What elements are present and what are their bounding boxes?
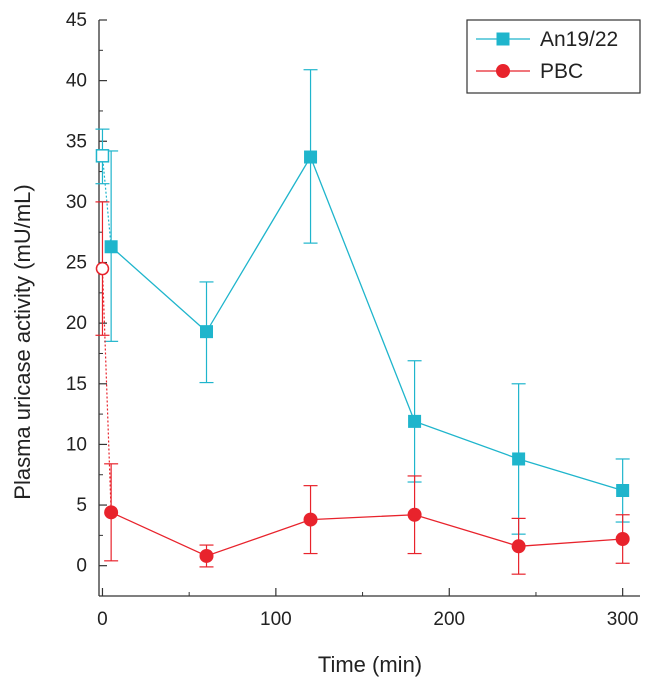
x-tick-label: 300	[607, 609, 639, 630]
data-point	[511, 539, 526, 554]
y-axis-title: Plasma uricase activity (mU/mL)	[10, 184, 35, 499]
legend-marker	[496, 32, 510, 46]
data-point	[408, 414, 422, 428]
legend-label: An19/22	[540, 28, 618, 51]
data-point	[200, 325, 214, 339]
legend-box	[466, 19, 641, 94]
series-0	[95, 69, 630, 535]
data-point	[407, 507, 422, 522]
data-point	[104, 240, 118, 254]
data-point	[615, 532, 630, 547]
initial-connector	[101, 268, 112, 513]
y-tick-label: 15	[66, 374, 87, 395]
x-tick-label: 200	[433, 609, 465, 630]
series-1	[95, 201, 630, 575]
y-tick-label: 10	[66, 434, 87, 455]
initial-connector	[101, 155, 112, 247]
y-tick-label: 5	[76, 495, 87, 516]
data-point	[512, 452, 526, 466]
legend-marker	[496, 64, 510, 78]
initial-point	[95, 149, 110, 163]
axes: 0 5 10 15 20 25 30 35 40 45 0 100 200 300	[66, 10, 640, 630]
y-tick-label: 20	[66, 313, 87, 334]
x-tick-label: 100	[260, 609, 292, 630]
data-point	[199, 548, 214, 563]
data-point	[304, 150, 318, 164]
data-point	[104, 505, 119, 520]
series-layer	[95, 69, 630, 575]
legend-label: PBC	[540, 60, 583, 83]
y-tick-label: 40	[66, 71, 87, 92]
x-tick-label: 0	[97, 609, 108, 630]
series-line	[110, 155, 623, 492]
data-point	[616, 484, 630, 498]
y-tick-label: 45	[66, 10, 87, 31]
legend: An19/22 PBC	[466, 19, 641, 94]
series-line	[110, 511, 623, 557]
y-tick-label: 35	[66, 131, 87, 152]
x-axis-title: Time (min)	[318, 652, 422, 677]
y-tick-label: 30	[66, 192, 87, 213]
data-point	[303, 512, 318, 527]
y-tick-label: 0	[76, 556, 87, 577]
initial-point	[95, 261, 110, 276]
y-tick-label: 25	[66, 253, 87, 274]
